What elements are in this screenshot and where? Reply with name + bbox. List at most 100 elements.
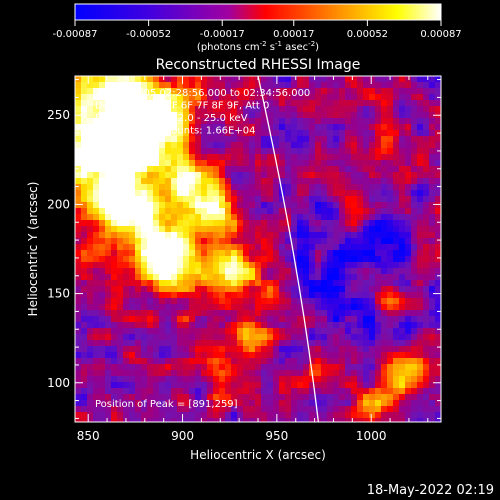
heatmap-cell: [147, 316, 154, 323]
heatmap-cell: [93, 118, 100, 125]
heatmap-cell: [267, 292, 274, 299]
heatmap-cell: [315, 154, 322, 161]
heatmap-cell: [339, 310, 346, 317]
heatmap-cell: [327, 112, 334, 119]
heatmap-cell: [105, 370, 112, 377]
heatmap-cell: [273, 400, 280, 407]
heatmap-cell: [363, 244, 370, 251]
heatmap-cell: [129, 184, 136, 191]
heatmap-cell: [417, 118, 424, 125]
heatmap-cell: [243, 130, 250, 137]
heatmap-cell: [195, 256, 202, 263]
heatmap-cell: [87, 172, 94, 179]
heatmap-cell: [219, 382, 226, 389]
heatmap-cell: [309, 352, 316, 359]
heatmap-cell: [393, 184, 400, 191]
heatmap-cell: [339, 370, 346, 377]
heatmap-cell: [297, 412, 304, 419]
heatmap-cell: [87, 334, 94, 341]
heatmap-cell: [75, 106, 82, 113]
heatmap-cell: [345, 196, 352, 203]
heatmap-cell: [255, 214, 262, 221]
heatmap-cell: [291, 406, 298, 413]
heatmap-cell: [303, 334, 310, 341]
heatmap-cell: [357, 118, 364, 125]
heatmap-cell: [225, 100, 232, 107]
heatmap-cell: [123, 124, 130, 131]
heatmap-cell: [141, 94, 148, 101]
heatmap-cell: [285, 382, 292, 389]
heatmap-cell: [387, 250, 394, 257]
heatmap-cell: [291, 358, 298, 365]
heatmap-cell: [303, 304, 310, 311]
heatmap-cell: [333, 94, 340, 101]
heatmap-cell: [279, 94, 286, 101]
heatmap-cell: [297, 244, 304, 251]
heatmap-cell: [399, 298, 406, 305]
heatmap-cell: [177, 226, 184, 233]
heatmap-cell: [405, 286, 412, 293]
heatmap-cell: [117, 94, 124, 101]
heatmap-cell: [315, 82, 322, 89]
heatmap-cell: [303, 418, 310, 422]
heatmap-cell: [357, 268, 364, 275]
heatmap-cell: [405, 130, 412, 137]
heatmap-cell: [405, 406, 412, 413]
heatmap-cell: [165, 214, 172, 221]
heatmap-cell: [135, 304, 142, 311]
heatmap-cell: [249, 382, 256, 389]
heatmap-cell: [87, 88, 94, 95]
heatmap-cell: [219, 406, 226, 413]
heatmap-cell: [141, 298, 148, 305]
heatmap-cell: [273, 82, 280, 89]
heatmap-cell: [129, 388, 136, 395]
heatmap-cell: [375, 94, 382, 101]
heatmap-cell: [255, 196, 262, 203]
heatmap-cell: [141, 280, 148, 287]
heatmap-cell: [387, 244, 394, 251]
heatmap-cell: [375, 118, 382, 125]
heatmap-cell: [243, 364, 250, 371]
heatmap-cell: [213, 286, 220, 293]
heatmap-cell: [207, 82, 214, 89]
heatmap-cell: [333, 88, 340, 95]
heatmap-cell: [87, 316, 94, 323]
heatmap-cell: [243, 232, 250, 239]
heatmap-cell: [189, 214, 196, 221]
heatmap-cell: [201, 274, 208, 281]
heatmap-cell: [429, 118, 436, 125]
heatmap-cell: [183, 184, 190, 191]
heatmap-cell: [375, 124, 382, 131]
heatmap-cell: [105, 232, 112, 239]
heatmap-cell: [183, 166, 190, 173]
heatmap-cell: [321, 256, 328, 263]
x-tick-label: 850: [77, 429, 100, 443]
heatmap-cell: [351, 334, 358, 341]
heatmap-cell: [429, 166, 436, 173]
heatmap-cell: [363, 118, 370, 125]
heatmap-cell: [333, 268, 340, 275]
heatmap-cell: [375, 160, 382, 167]
heatmap-cell: [375, 316, 382, 323]
heatmap-cell: [159, 112, 166, 119]
heatmap-cell: [435, 160, 441, 167]
heatmap-cell: [345, 232, 352, 239]
heatmap-cell: [213, 412, 220, 419]
heatmap-cell: [99, 178, 106, 185]
heatmap-cell: [195, 376, 202, 383]
heatmap-cell: [195, 310, 202, 317]
heatmap-cell: [417, 82, 424, 89]
heatmap-cell: [87, 274, 94, 281]
heatmap-cell: [435, 220, 441, 227]
heatmap-cell: [225, 106, 232, 113]
heatmap-cell: [159, 244, 166, 251]
heatmap-cell: [315, 382, 322, 389]
heatmap-cell: [387, 256, 394, 263]
heatmap-cell: [75, 310, 82, 317]
heatmap-cell: [321, 118, 328, 125]
heatmap-cell: [141, 154, 148, 161]
heatmap-cell: [351, 76, 358, 83]
x-tick-label: 1000: [356, 429, 387, 443]
heatmap-cell: [393, 172, 400, 179]
heatmap-cell: [435, 358, 441, 365]
